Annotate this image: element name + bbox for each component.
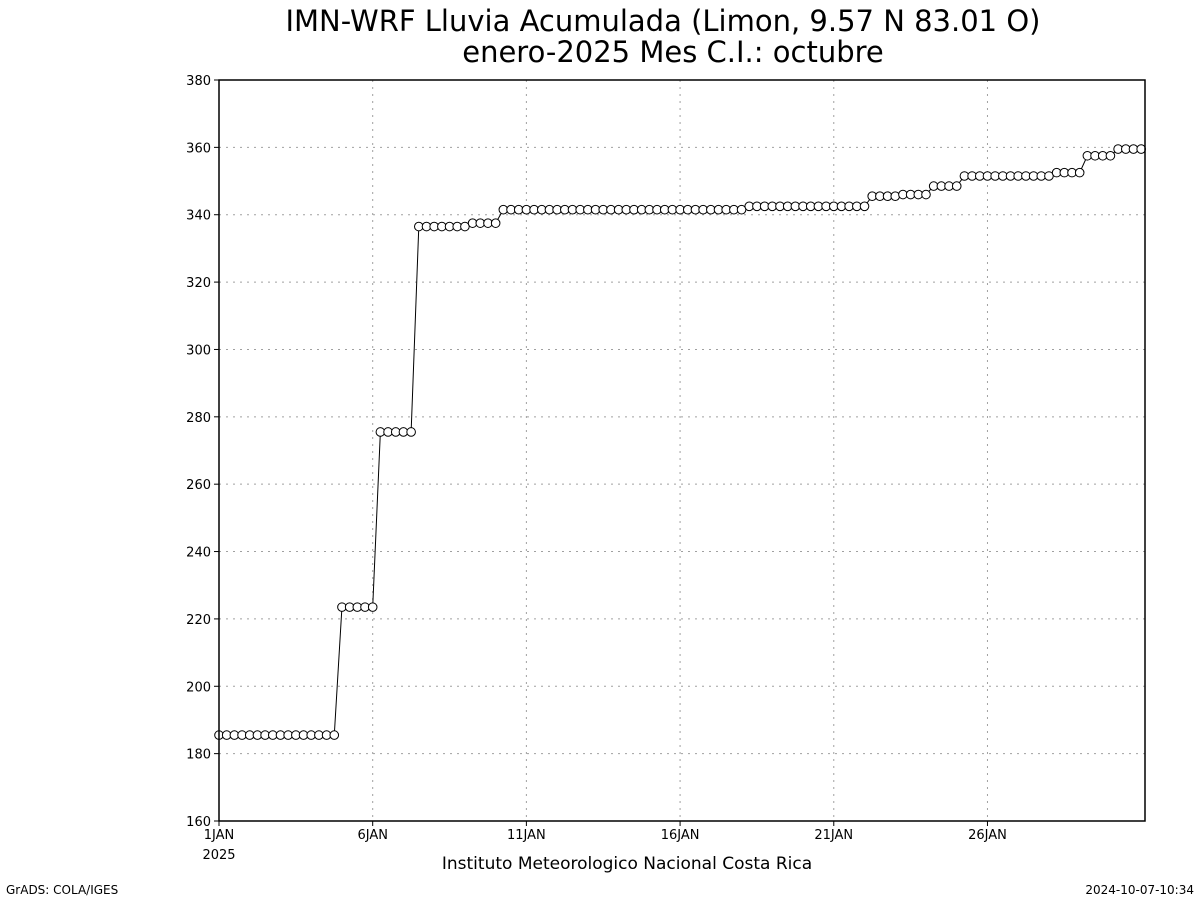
y-tick-label: 240 [186,546,211,561]
x-axis-year-label: 2025 [202,848,235,863]
data-point [890,191,901,201]
data-point [1074,167,1085,178]
x-tick-label: 6JAN [357,828,388,843]
x-tick-label: 21JAN [814,828,853,843]
x-tick-label: 26JAN [968,828,1007,843]
chart-subtitle: enero-2025 Mes C.I.: octubre [462,35,884,69]
y-tick-label: 300 [186,343,211,358]
data-point [1136,144,1146,154]
institution-credit: Instituto Meteorologico Nacional Costa R… [442,854,812,874]
data-point [329,730,340,740]
plot-frame [218,79,1146,822]
y-tick-label: 380 [186,74,211,89]
y-tick-label: 200 [186,680,211,695]
data-point [921,189,931,200]
y-tick-label: 180 [186,748,211,763]
software-credit: GrADS: COLA/IGES [6,883,118,897]
y-tick-label: 160 [186,815,211,830]
x-tick-label: 1JAN [204,828,235,843]
y-tick-label: 280 [186,411,211,426]
data-point [367,602,378,612]
data-point [859,201,870,212]
data-points [214,144,1146,740]
x-tick-label: 16JAN [661,828,700,843]
grid-lines [219,80,1145,821]
y-tick-label: 340 [186,209,211,224]
data-point [1105,150,1116,161]
y-tick-label: 220 [186,613,211,628]
y-tick-label: 260 [186,478,211,493]
x-axis-ticks: 1JAN 6JAN 11JAN 16JAN 21JAN 26JAN [204,821,1007,843]
y-tick-label: 320 [186,276,211,291]
data-point [406,427,416,437]
data-point [951,181,962,191]
timestamp: 2024-10-07-10:34 [1085,883,1194,897]
x-tick-label: 11JAN [507,828,546,843]
data-point [490,218,501,228]
y-axis-ticks: 160 180 200 220 240 260 280 300 320 340 360 380 [186,74,219,830]
chart-title: IMN-WRF Lluvia Acumulada (Limon, 9.57 N … [285,4,1040,38]
y-tick-label: 360 [186,141,211,156]
